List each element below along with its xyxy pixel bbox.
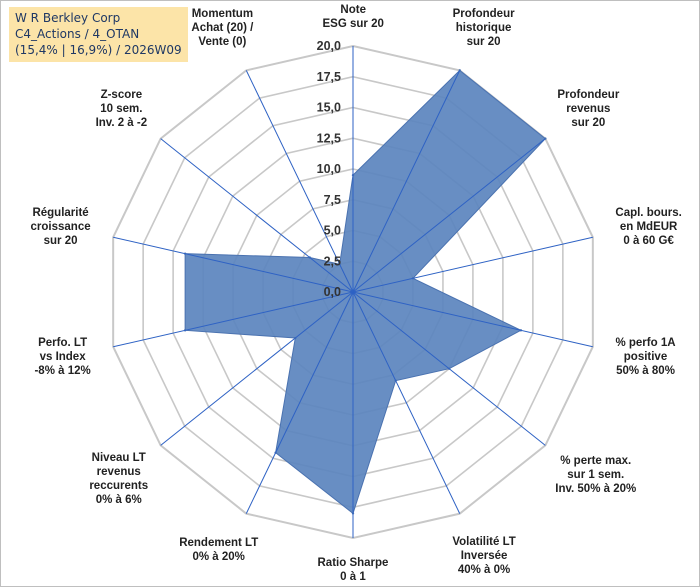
chart-title: W R Berkley Corp bbox=[15, 11, 121, 25]
chart-subtitle-performance: (15,4% | 16,9%) / 2026W09 bbox=[15, 43, 182, 57]
axis-spoke bbox=[245, 291, 354, 514]
axis-label: Note ESG sur 20 bbox=[322, 4, 384, 30]
tick-label: 10,0 bbox=[317, 162, 341, 176]
axis-spoke bbox=[160, 138, 354, 293]
axis-label: Profondeur historique sur 20 bbox=[452, 8, 515, 49]
axis-spoke bbox=[245, 70, 354, 293]
chart-title-box: W R Berkley Corp C4_Actions / 4_OTAN (15… bbox=[9, 7, 188, 62]
data-area bbox=[184, 69, 547, 515]
axis-label: Perfo. LT vs Index -8% à 12% bbox=[34, 337, 91, 378]
axis-label: % perte max. sur 1 sem. Inv. 50% à 20% bbox=[555, 454, 637, 495]
axis-spoke bbox=[352, 70, 461, 293]
axis-spoke bbox=[352, 138, 546, 293]
chart-subtitle-category: C4_Actions / 4_OTAN bbox=[15, 27, 140, 41]
tick-label: 5,0 bbox=[324, 224, 341, 238]
tick-label: 20,0 bbox=[317, 39, 341, 53]
tick-label: 17,5 bbox=[317, 70, 341, 84]
axis-spoke bbox=[352, 291, 546, 446]
axis-label: Niveau LT revenus reccurents 0% à 6% bbox=[89, 452, 149, 507]
axis-label: Rendement LT 0% à 20% bbox=[179, 536, 259, 563]
axis-label: Capl. bours. en MdEUR 0 à 60 G€ bbox=[615, 206, 682, 247]
axis-spoke bbox=[352, 291, 461, 514]
axis-label: Ratio Sharpe 0 à 1 bbox=[317, 557, 389, 583]
tick-label: 2,5 bbox=[324, 254, 341, 268]
axis-spoke bbox=[352, 291, 593, 348]
tick-label: 0,0 bbox=[324, 285, 341, 299]
axis-spoke bbox=[113, 236, 354, 293]
tick-label: 7,5 bbox=[324, 193, 341, 207]
axis-spoke bbox=[113, 291, 354, 348]
tick-label: 15,0 bbox=[317, 101, 341, 115]
axis-label: Profondeur revenus sur 20 bbox=[557, 89, 620, 130]
axis-label: Z-score 10 sem. Inv. 2 à -2 bbox=[95, 89, 148, 130]
axis-spoke bbox=[352, 236, 593, 293]
axis-label: Volatilité LT Inversée 40% à 0% bbox=[452, 535, 516, 576]
tick-label: 12,5 bbox=[317, 131, 341, 145]
axis-label: % perfo 1A positive 50% à 80% bbox=[615, 337, 676, 378]
axis-label: Momentum Achat (20) / Vente (0) bbox=[191, 8, 254, 49]
axis-spoke bbox=[160, 291, 354, 446]
axis-label: Régularité croissance sur 20 bbox=[30, 206, 91, 247]
